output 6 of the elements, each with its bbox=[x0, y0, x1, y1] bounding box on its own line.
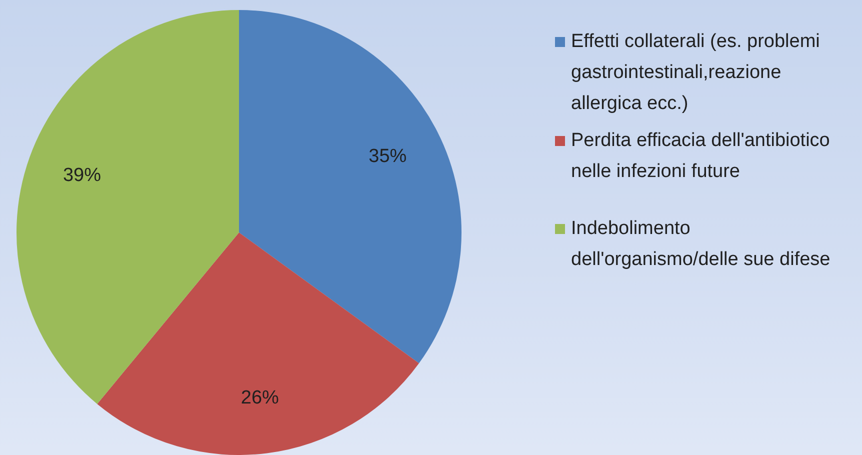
data-label: 35% bbox=[368, 146, 407, 167]
legend-label: Indebolimento dell'organismo/delle sue difese bbox=[571, 217, 832, 272]
data-label: 39% bbox=[62, 165, 102, 186]
legend-label: Effetti collaterali (es. problemi gastrointestinali,reazione allergica ecc.) bbox=[571, 30, 821, 116]
legend-label: Perdita efficacia dell'antibiotico nelle infezioni future bbox=[571, 129, 831, 184]
data-label: 26% bbox=[240, 387, 280, 408]
